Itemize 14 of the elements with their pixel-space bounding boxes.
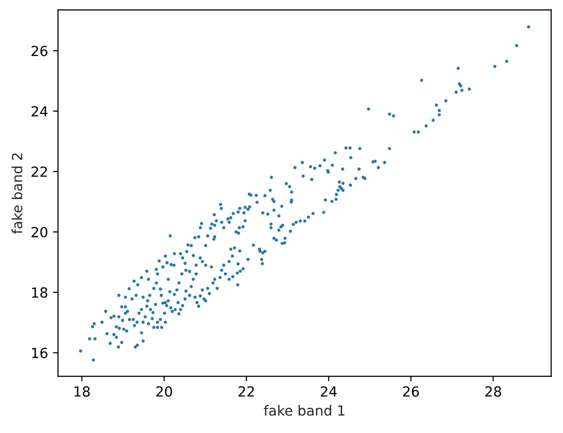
y-tick-label: 22 — [32, 166, 47, 177]
x-tick-label: 18 — [74, 386, 90, 397]
y-tick-label: 16 — [32, 348, 48, 358]
x-tick-label: 26 — [403, 386, 419, 397]
y-tick-label: 20 — [32, 226, 48, 238]
y-axis-title: fake band 2 — [12, 153, 22, 234]
x-tick-label: 22 — [238, 386, 254, 397]
x-tick-label: 24 — [320, 386, 337, 397]
x-tick-label: 28 — [485, 386, 502, 397]
x-tick-label: 20 — [156, 386, 172, 397]
x-axis-title: fake band 1 — [264, 404, 344, 416]
y-tick-label: 24 — [32, 106, 48, 116]
y-tick-label: 18 — [32, 287, 48, 298]
y-tick-label: 26 — [32, 46, 48, 56]
